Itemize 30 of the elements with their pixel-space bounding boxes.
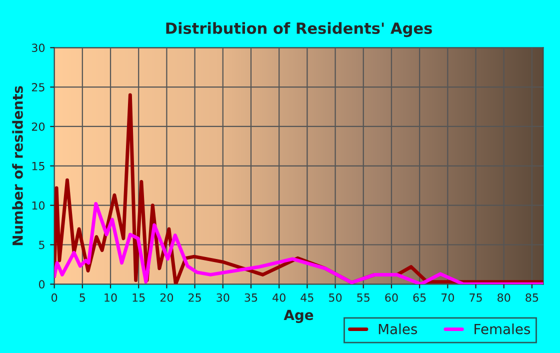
y-tick-label: 5	[39, 240, 44, 250]
x-tick-label: 0	[52, 293, 58, 302]
y-tick-label: 10	[32, 201, 45, 210]
x-tick-label: 20	[160, 293, 174, 302]
y-tick-label: 25	[32, 83, 44, 92]
chart-title: Distribution of Residents' Ages	[166, 22, 432, 38]
y-axis-title: Number of residents	[12, 86, 23, 246]
x-tick-label: 50	[329, 293, 342, 302]
x-tick-label: 35	[244, 293, 258, 302]
x-tick-label: 55	[357, 294, 370, 302]
x-tick-label: 30	[216, 293, 230, 302]
x-tick-label: 15	[132, 294, 145, 302]
y-tick-label: 15	[32, 162, 44, 170]
y-tick-label: 0	[38, 280, 45, 289]
x-tick-label: 5	[80, 294, 85, 302]
x-tick-label: 10	[104, 293, 117, 302]
x-tick-label: 40	[272, 293, 286, 302]
legend-label: Males	[378, 324, 418, 334]
legend-label: Females	[474, 324, 530, 334]
y-tick-label: 30	[32, 44, 45, 52]
x-tick-label: 25	[188, 293, 201, 302]
x-axis-title: Age	[284, 310, 314, 323]
x-tick-label: 65	[413, 293, 426, 302]
x-tick-label: 80	[498, 293, 510, 302]
x-tick-label: 45	[300, 294, 314, 302]
x-tick-label: 70	[442, 293, 454, 302]
x-tick-label: 85	[526, 293, 538, 302]
x-tick-label: 60	[385, 293, 398, 302]
y-tick-label: 20	[32, 122, 45, 131]
x-tick-label: 75	[470, 294, 482, 302]
